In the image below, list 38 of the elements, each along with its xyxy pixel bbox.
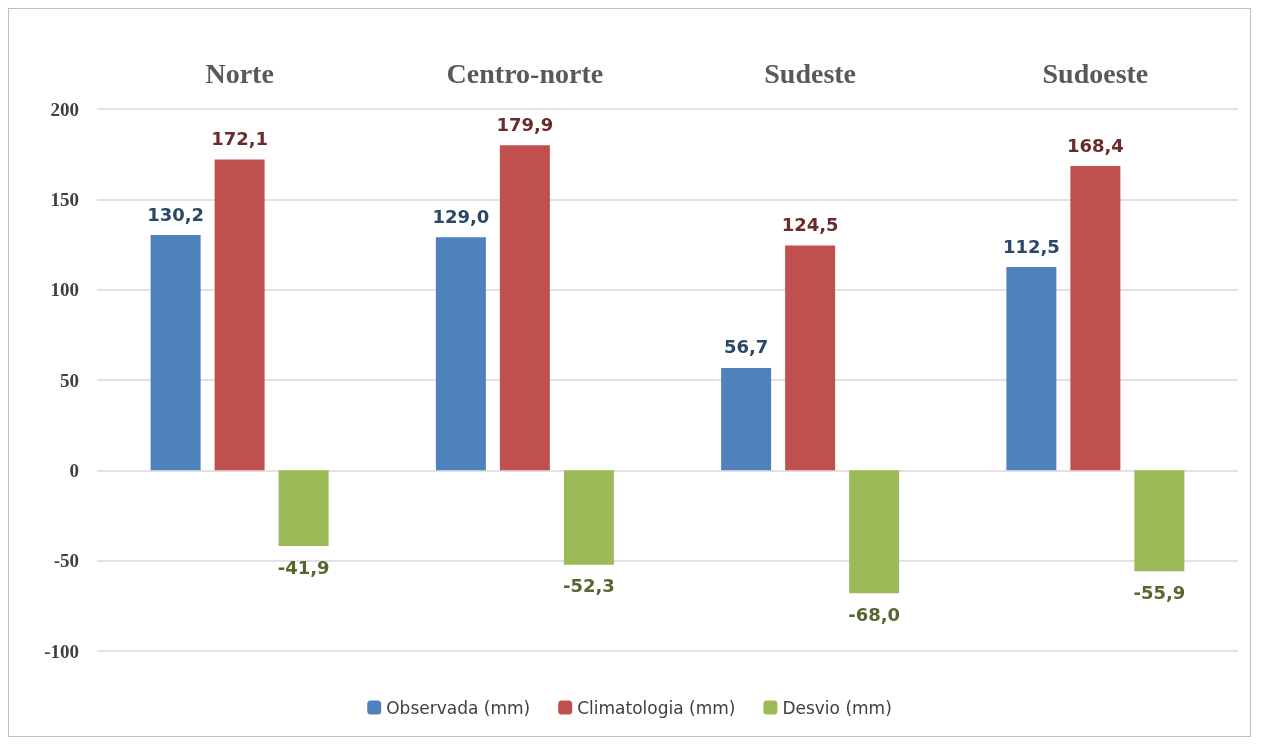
data-label: -52,3 bbox=[562, 575, 615, 597]
data-label: 130,2 bbox=[147, 203, 205, 225]
data-label: 179,9 bbox=[496, 113, 554, 135]
legend-label: Observada (mm) bbox=[386, 697, 531, 718]
y-tick-label: 150 bbox=[50, 188, 79, 210]
x-tick-label: Sudoeste bbox=[1042, 57, 1149, 89]
data-label: -68,0 bbox=[848, 603, 901, 625]
bar bbox=[721, 367, 772, 471]
y-tick-label: 50 bbox=[60, 369, 79, 391]
data-label: 129,0 bbox=[432, 205, 490, 227]
x-tick-label: Sudeste bbox=[764, 57, 857, 89]
bar bbox=[214, 159, 265, 471]
bar bbox=[150, 235, 201, 471]
data-label: 124,5 bbox=[781, 213, 839, 235]
data-label: -41,9 bbox=[277, 556, 330, 578]
bar bbox=[435, 237, 486, 471]
bar bbox=[1070, 166, 1121, 471]
bar bbox=[499, 145, 550, 471]
data-label: 168,4 bbox=[1066, 134, 1124, 156]
x-tick-label: Centro-norte bbox=[446, 57, 604, 89]
legend-label: Desvio (mm) bbox=[782, 697, 892, 718]
data-label: -55,9 bbox=[1133, 581, 1186, 603]
bar bbox=[563, 470, 614, 565]
data-label: 172,1 bbox=[211, 127, 269, 149]
y-tick-label: -50 bbox=[53, 550, 79, 572]
y-tick-label: 200 bbox=[50, 98, 79, 120]
data-label: 56,7 bbox=[723, 336, 769, 358]
bar bbox=[849, 470, 900, 594]
bar bbox=[1134, 470, 1185, 572]
y-tick-label: 100 bbox=[50, 279, 79, 301]
bar bbox=[278, 470, 329, 547]
y-tick-label: -100 bbox=[44, 640, 79, 662]
legend-label: Climatologia (mm) bbox=[577, 697, 736, 718]
bar bbox=[1006, 267, 1057, 471]
x-tick-label: Norte bbox=[205, 57, 274, 89]
y-tick-label: 0 bbox=[69, 459, 79, 481]
bar bbox=[785, 245, 836, 471]
data-label: 112,5 bbox=[1002, 235, 1060, 257]
